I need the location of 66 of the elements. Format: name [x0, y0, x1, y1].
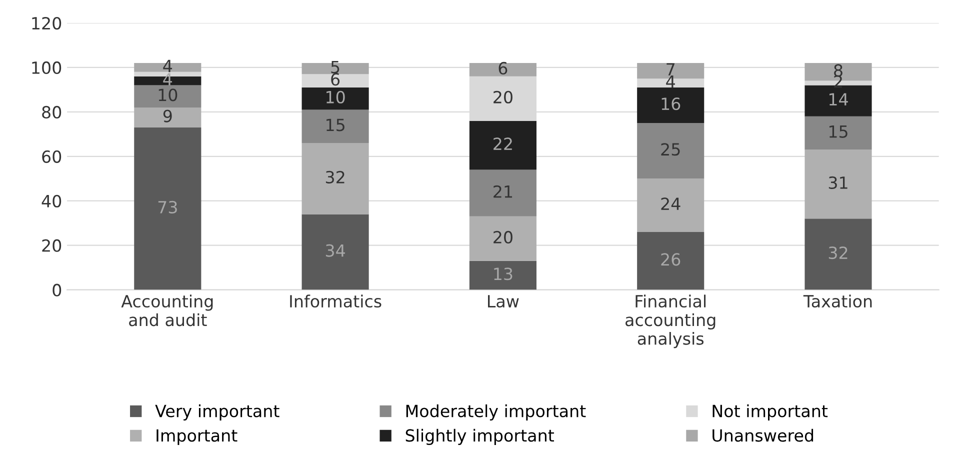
legend-label: Very important	[155, 404, 280, 421]
y-tick-label: 120	[32, 16, 62, 30]
data-label: 7	[666, 63, 674, 76]
data-label: 22	[494, 138, 512, 150]
bar	[302, 214, 369, 290]
bar	[637, 178, 704, 232]
x-tick-label: Accounting and audit	[121, 294, 213, 326]
data-label: 32	[326, 170, 344, 184]
data-label: 16	[662, 97, 680, 110]
y-tick-label: 100	[32, 61, 62, 74]
bar	[804, 116, 872, 150]
data-label: 4	[163, 60, 172, 72]
bar	[637, 123, 704, 179]
data-label: 24	[661, 198, 680, 210]
data-label: 15	[326, 118, 344, 132]
bar	[302, 87, 369, 110]
data-label: 9	[163, 110, 172, 122]
data-label: 34	[326, 244, 345, 257]
bar	[302, 143, 369, 214]
bar	[134, 107, 202, 128]
data-label: 4	[666, 75, 675, 88]
y-tick-label: 20	[42, 239, 62, 252]
x-tick-label: Informatics	[290, 294, 382, 308]
legend-label: Important	[156, 429, 238, 445]
bar	[134, 85, 202, 108]
bar	[302, 74, 369, 88]
data-label: 20	[494, 90, 512, 104]
data-label: 5	[331, 61, 340, 74]
y-tick-label: 0	[52, 284, 62, 296]
bar	[469, 260, 536, 290]
bar	[302, 63, 369, 74]
bar	[637, 87, 704, 124]
data-label: 10	[326, 90, 345, 104]
legend-label: Unanswered	[712, 428, 814, 442]
bar	[469, 216, 536, 261]
y-tick-label: 80	[42, 106, 62, 118]
data-label: 15	[829, 126, 848, 138]
bar	[302, 110, 369, 144]
bar	[637, 232, 704, 290]
data-label: 10	[158, 88, 178, 102]
data-label: 73	[158, 200, 177, 214]
data-label: 25	[661, 143, 680, 156]
y-tick-label: 60	[42, 150, 62, 163]
data-label: 26	[661, 253, 680, 266]
data-label: 31	[828, 176, 848, 190]
data-label: 6	[498, 62, 508, 75]
x-tick-label: Law	[488, 295, 519, 308]
data-label: 14	[829, 93, 848, 106]
data-label: 32	[828, 246, 848, 260]
bar	[134, 127, 202, 290]
x-tick-label: Taxation	[803, 294, 872, 308]
bar	[469, 120, 536, 170]
bar	[804, 150, 872, 219]
x-tick-label: Financial accounting analysis	[626, 294, 716, 348]
data-label: 4	[163, 73, 172, 86]
legend-label: Not important	[712, 404, 828, 421]
y-tick-label: 40	[42, 194, 62, 208]
data-label: 6	[331, 73, 340, 86]
data-label: 13	[494, 268, 512, 280]
bar	[804, 218, 872, 290]
bar	[469, 63, 536, 76]
data-label: 20	[494, 230, 512, 244]
bar	[469, 170, 536, 216]
legend-label: Moderately important	[406, 404, 586, 421]
data-label: 21	[494, 185, 512, 198]
legend-label: Slightly important	[406, 428, 554, 445]
